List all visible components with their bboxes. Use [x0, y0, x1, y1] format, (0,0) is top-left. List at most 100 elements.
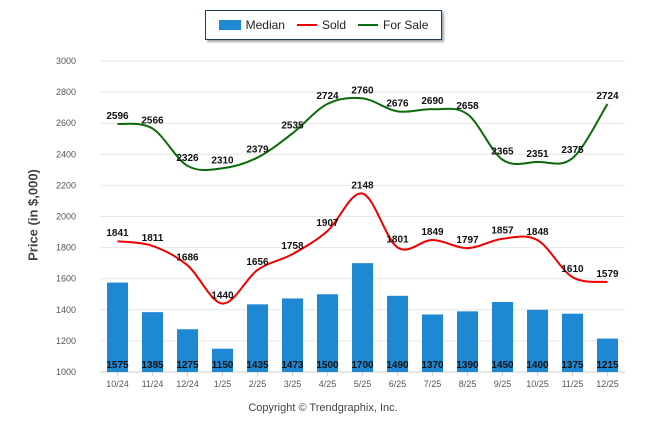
median-data-label: 1473 [281, 360, 304, 371]
for-sale-data-label: 2724 [596, 91, 619, 102]
median-data-label: 1575 [106, 360, 129, 371]
x-tick-label: 11/24 [142, 379, 164, 389]
median-bar [352, 263, 373, 372]
median-bar [387, 295, 408, 372]
median-bar [597, 338, 618, 372]
for-sale-data-label: 2760 [351, 85, 374, 96]
for-sale-line [117, 96, 609, 172]
for-sale-data-label: 2326 [176, 153, 199, 164]
median-bar [177, 329, 198, 372]
for-sale-data-label: 2375 [561, 145, 584, 156]
median-bar [282, 298, 303, 372]
legend-label: Sold [321, 18, 347, 32]
median-bar [562, 313, 583, 372]
legend-label: For Sale [383, 18, 429, 32]
for-sale-data-label: 2566 [141, 115, 164, 126]
sold-swatch-icon [296, 24, 317, 26]
sold-data-label: 1579 [596, 269, 619, 280]
sold-data-label: 1656 [246, 257, 269, 268]
copyright-text: Copyright © Trendgraphix, Inc. [248, 402, 398, 414]
median-data-label: 1390 [456, 360, 479, 371]
sold-data-label: 1610 [561, 264, 584, 275]
x-tick-label: 8/25 [459, 379, 477, 389]
median-data-label: 1490 [386, 360, 409, 371]
sold-data-label: 1440 [211, 291, 234, 302]
x-tick-label: 12/25 [596, 379, 619, 389]
median-data-label: 1435 [246, 360, 269, 371]
sold-data-label: 1841 [106, 228, 129, 239]
for-sale-data-label: 2596 [106, 111, 129, 122]
median-data-label: 1500 [316, 360, 339, 371]
median-data-label: 1215 [596, 360, 619, 371]
for-sale-data-label: 2351 [526, 149, 549, 160]
median-bar [492, 302, 513, 372]
legend: Median Sold For Sale [205, 10, 442, 40]
y-axis-title: Price (in $,000) [25, 169, 41, 261]
y-tick-label: 2800 [56, 87, 76, 97]
y-tick-label: 1800 [56, 243, 76, 253]
x-tick-label: 6/25 [389, 379, 407, 389]
median-data-label: 1370 [421, 360, 444, 371]
median-data-label: 1700 [351, 360, 374, 371]
median-data-label: 1450 [491, 360, 514, 371]
sold-data-label: 1857 [491, 226, 514, 237]
for-sale-data-label: 2690 [421, 96, 444, 107]
y-tick-label: 2200 [56, 180, 76, 190]
y-tick-label: 1200 [56, 336, 76, 346]
y-tick-label: 1600 [56, 274, 76, 284]
x-tick-label: 10/24 [106, 379, 129, 389]
median-bar [247, 304, 268, 372]
for-sale-data-label: 2379 [246, 145, 269, 156]
for-sale-data-label: 2535 [281, 120, 304, 131]
sold-data-label: 1849 [421, 227, 444, 238]
y-tick-label: 2600 [56, 118, 76, 128]
median-data-label: 1385 [141, 360, 164, 371]
median-bar [212, 348, 233, 372]
sold-data-label: 1907 [316, 218, 339, 229]
sold-data-label: 1801 [386, 234, 409, 245]
x-tick-label: 10/25 [526, 379, 549, 389]
x-tick-label: 11/25 [562, 379, 584, 389]
sold-data-label: 1686 [176, 252, 199, 263]
x-tick-label: 3/25 [284, 379, 302, 389]
median-data-label: 1400 [526, 360, 549, 371]
sold-line [117, 192, 608, 305]
x-tick-label: 1/25 [214, 379, 232, 389]
median-bar [107, 282, 128, 372]
y-tick-label: 3000 [56, 56, 76, 66]
sold-data-label: 1848 [526, 227, 549, 238]
for-sale-data-label: 2724 [316, 91, 339, 102]
median-swatch-icon [218, 20, 241, 30]
y-tick-label: 2000 [56, 212, 76, 222]
y-tick-label: 2400 [56, 149, 76, 159]
sold-data-label: 1811 [142, 233, 164, 244]
for-sale-data-label: 2676 [386, 98, 409, 109]
median-data-label: 1275 [176, 360, 199, 371]
x-tick-label: 7/25 [424, 379, 442, 389]
sold-data-label: 1797 [456, 235, 479, 246]
median-bar [142, 312, 163, 372]
sold-data-label: 2148 [351, 180, 374, 191]
median-bar [457, 311, 478, 372]
y-tick-label: 1000 [56, 367, 76, 377]
x-tick-label: 2/25 [249, 379, 267, 389]
legend-label: Median [245, 18, 285, 32]
legend-item-sold[interactable]: Sold [296, 18, 347, 32]
median-bar [422, 314, 443, 372]
legend-item-median[interactable]: Median [218, 18, 285, 32]
x-tick-label: 4/25 [319, 379, 337, 389]
median-bar [527, 309, 548, 372]
for-sale-data-label: 2658 [456, 101, 479, 112]
for-sale-data-label: 2310 [211, 155, 234, 166]
sold-data-label: 1758 [281, 241, 304, 252]
x-tick-label: 12/24 [176, 379, 199, 389]
median-data-label: 1150 [212, 360, 234, 371]
y-tick-label: 1400 [56, 305, 76, 315]
x-tick-label: 9/25 [494, 379, 512, 389]
for-sale-data-label: 2365 [491, 147, 514, 158]
for-sale-swatch-icon [358, 24, 379, 26]
legend-item-for-sale[interactable]: For Sale [358, 18, 428, 32]
median-bar [317, 294, 338, 372]
x-tick-label: 5/25 [354, 379, 372, 389]
